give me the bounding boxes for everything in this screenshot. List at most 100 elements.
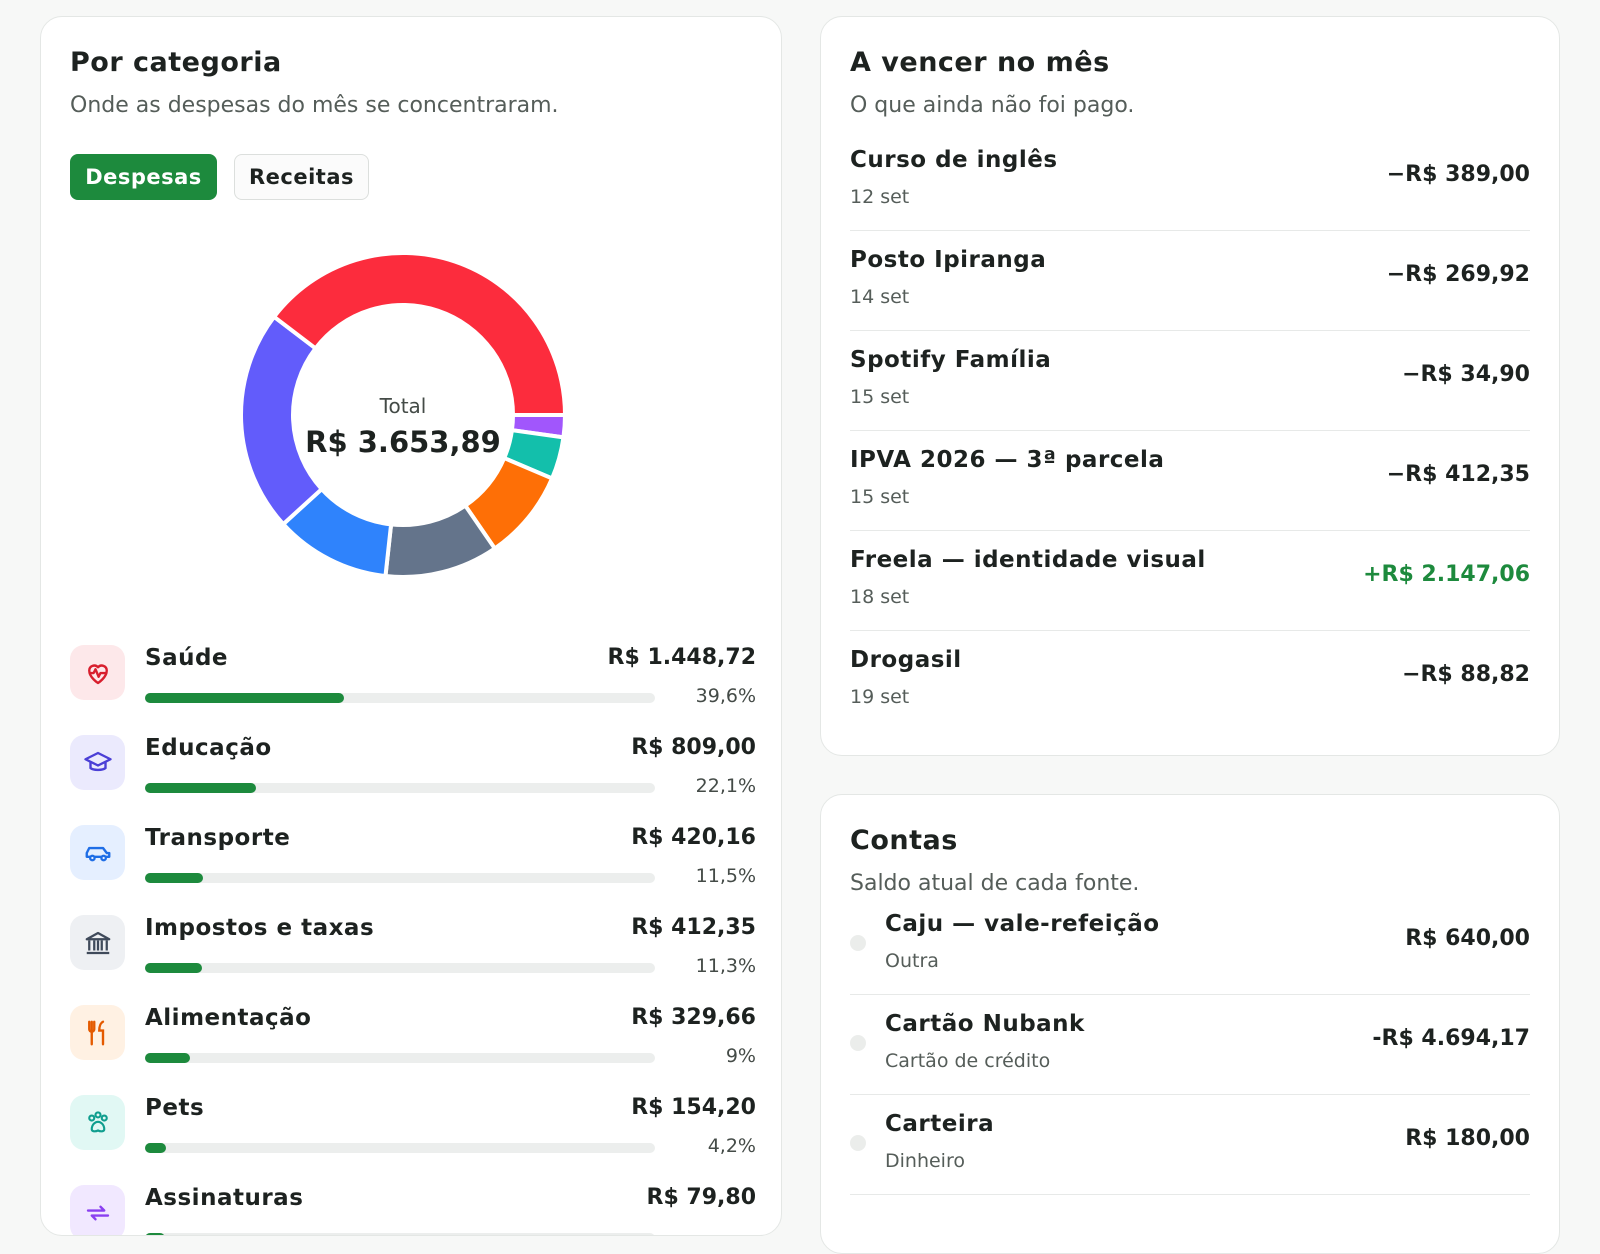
account-balance: R$ 180,00 [1405,1126,1530,1151]
category-progress-track [145,1233,655,1235]
due-item-date: 19 set [850,686,910,708]
donut-total-value: R$ 3.653,89 [305,425,501,459]
due-item-amount: −R$ 412,35 [1386,462,1530,487]
category-list: Saúde R$ 1.448,72 39,6% Educação R$ 809,00 22… [70,637,757,1235]
due-item-name: Freela — identidade visual [850,547,1206,573]
due-item-amount: −R$ 389,00 [1386,162,1530,187]
category-amount: R$ 420,16 [631,825,756,850]
category-progress-track [145,963,655,973]
due-item[interactable]: Drogasil 19 set −R$ 88,82 [850,631,1530,731]
category-amount: R$ 79,80 [646,1185,757,1210]
due-item-amount: −R$ 34,90 [1402,362,1530,387]
due-item-date: 15 set [850,486,910,508]
due-item-name: Spotify Família [850,347,1052,373]
category-progress-track [145,873,655,883]
category-name: Transporte [145,825,291,851]
category-percent: 11,5% [695,865,756,887]
category-progress-fill [145,1233,166,1235]
category-card-title: Por categoria [70,47,282,78]
account-color-dot [850,1035,866,1051]
account-balance: -R$ 4.694,17 [1372,1026,1530,1051]
category-percent: 39,6% [695,685,756,707]
category-percent: 4,2% [707,1135,756,1157]
income-toggle-button[interactable]: Receitas [234,154,369,200]
accounts-card-subtitle: Saldo atual de cada fonte. [850,871,1140,896]
category-percent: 22,1% [695,775,756,797]
category-card-subtitle: Onde as despesas do mês se concentraram. [70,93,559,118]
due-item[interactable]: IPVA 2026 — 3ª parcela 15 set −R$ 412,35 [850,431,1530,531]
category-progress-track [145,1053,655,1063]
account-name: Carteira [885,1111,995,1137]
category-row[interactable]: Transporte R$ 420,16 11,5% [70,817,756,907]
account-item[interactable]: Caju — vale-refeição Outra R$ 640,00 [850,895,1530,995]
donut-slice[interactable] [271,253,568,417]
category-row[interactable]: Pets R$ 154,20 4,2% [70,1087,756,1177]
account-type: Cartão de crédito [885,1050,1051,1072]
account-balance: R$ 640,00 [1405,926,1530,951]
category-amount: R$ 1.448,72 [607,645,756,670]
category-percent: 11,3% [695,955,756,977]
expenses-toggle-button[interactable]: Despesas [70,154,217,200]
due-item-name: IPVA 2026 — 3ª parcela [850,447,1165,473]
account-name: Caju — vale-refeição [885,911,1160,937]
accounts-card: Contas Saldo atual de cada fonte. Caju —… [820,794,1560,1254]
paw-icon [70,1095,125,1150]
category-row[interactable]: Alimentação R$ 329,66 9% [70,997,756,1087]
category-progress-fill [145,963,202,973]
due-item[interactable]: Curso de inglês 12 set −R$ 389,00 [850,131,1530,231]
repeat-icon [70,1185,125,1235]
category-amount: R$ 154,20 [631,1095,756,1120]
graduation-cap-icon [70,735,125,790]
accounts-card-title: Contas [850,825,958,856]
due-item-date: 14 set [850,286,910,308]
heart-pulse-icon [70,645,125,700]
due-item-name: Posto Ipiranga [850,247,1047,273]
category-row[interactable]: Saúde R$ 1.448,72 39,6% [70,637,756,727]
donut-slice[interactable] [241,314,325,527]
category-name: Saúde [145,645,229,671]
due-item[interactable]: Freela — identidade visual 18 set +R$ 2.14… [850,531,1530,631]
due-list: Curso de inglês 12 set −R$ 389,00 Posto Ipi… [850,131,1530,731]
category-progress-track [145,1143,655,1153]
utensils-icon [70,1005,125,1060]
due-card-title: A vencer no mês [850,47,1110,78]
category-donut-chart: Total R$ 3.653,89 [241,253,568,579]
account-item[interactable]: Carteira Dinheiro R$ 180,00 [850,1095,1530,1195]
category-amount: R$ 809,00 [631,735,756,760]
category-progress-fill [145,1053,191,1063]
due-item[interactable]: Spotify Família 15 set −R$ 34,90 [850,331,1530,431]
category-progress-fill [145,873,203,883]
category-card: Por categoria Onde as despesas do mês se… [40,16,782,1236]
category-row[interactable]: Educação R$ 809,00 22,1% [70,727,756,817]
account-type: Dinheiro [885,1150,965,1172]
due-item-amount: −R$ 269,92 [1386,262,1530,287]
due-item[interactable]: Posto Ipiranga 14 set −R$ 269,92 [850,231,1530,331]
category-amount: R$ 329,66 [631,1005,756,1030]
due-item-name: Curso de inglês [850,147,1058,173]
category-progress-track [145,783,655,793]
due-item-date: 12 set [850,186,910,208]
accounts-list: Caju — vale-refeição Outra R$ 640,00 Cartão… [850,895,1530,1195]
category-name: Impostos e taxas [145,915,375,941]
bank-icon [70,915,125,970]
due-card-subtitle: O que ainda não foi pago. [850,93,1135,118]
account-type: Outra [885,950,939,972]
due-item-date: 18 set [850,586,910,608]
donut-total-label: Total [379,394,427,418]
due-item-amount: +R$ 2.147,06 [1363,562,1530,587]
account-item[interactable]: Cartão Nubank Cartão de crédito -R$ 4.694,… [850,995,1530,1095]
category-percent: 9% [725,1045,756,1067]
category-progress-fill [145,693,344,703]
due-card: A vencer no mês O que ainda não foi pago… [820,16,1560,756]
category-name: Educação [145,735,272,761]
account-color-dot [850,1135,866,1151]
category-name: Pets [145,1095,205,1121]
account-color-dot [850,935,866,951]
category-progress-fill [145,1143,167,1153]
category-row[interactable]: Impostos e taxas R$ 412,35 11,3% [70,907,756,997]
category-amount: R$ 412,35 [631,915,756,940]
category-progress-track [145,693,655,703]
due-item-amount: −R$ 88,82 [1402,662,1530,687]
category-name: Assinaturas [145,1185,304,1211]
due-item-name: Drogasil [850,647,962,673]
